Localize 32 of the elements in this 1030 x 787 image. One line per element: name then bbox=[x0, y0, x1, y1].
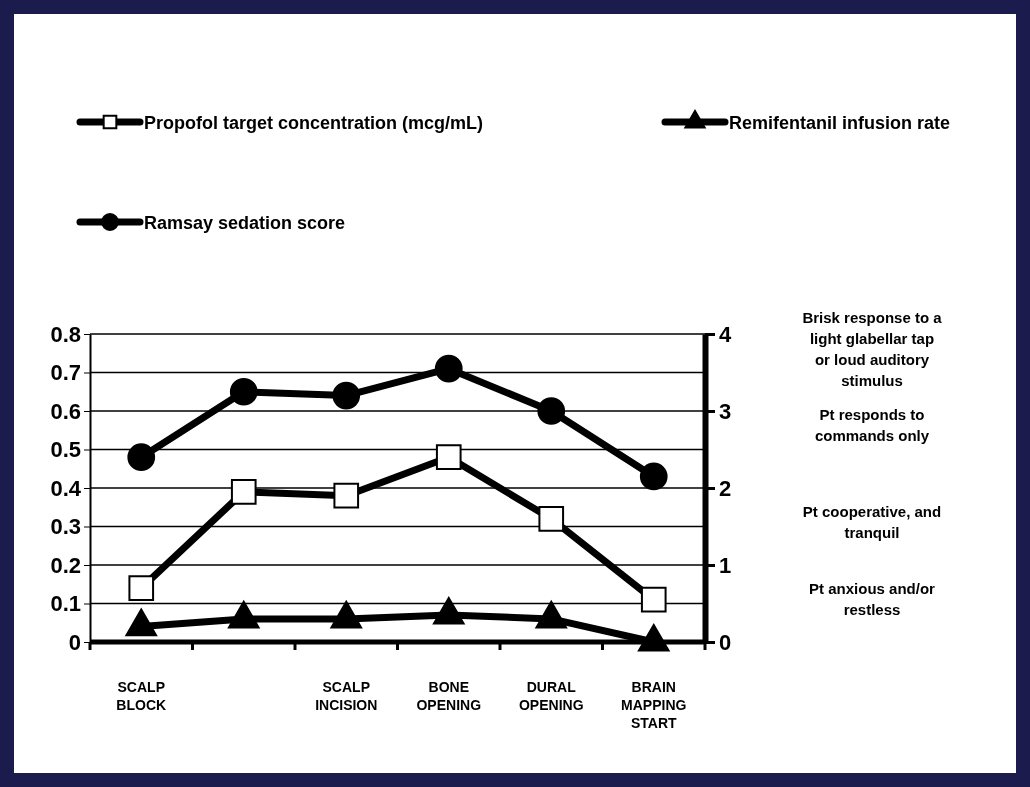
y2-tick-label: 3 bbox=[719, 398, 732, 424]
point bbox=[639, 462, 668, 491]
x-tick-label: SCALP INCISION bbox=[315, 679, 378, 713]
y-tick-label: 0.4 bbox=[50, 475, 82, 501]
y-tick-label: 0.8 bbox=[50, 321, 81, 347]
x-tick-label: SCALP BLOCK bbox=[116, 679, 167, 713]
legend-label: Remifentanil infusion rate bbox=[729, 113, 951, 133]
point bbox=[127, 443, 156, 472]
x-tick-label: BONE OPENING bbox=[416, 679, 482, 713]
x-tick-label: BRAIN MAPPING START bbox=[621, 679, 687, 731]
text: Brisk response to a light glabellar tap or loud auditory stimulus bbox=[802, 309, 943, 390]
y-tick-label: 0.6 bbox=[50, 398, 81, 424]
legend-label: Propofol target concentration (mcg/mL) bbox=[144, 113, 484, 133]
x-tick-label: DURAL OPENING bbox=[518, 679, 584, 713]
point bbox=[332, 381, 361, 410]
y2-tick-label: 0 bbox=[719, 629, 732, 655]
y2-tick-label: 4 bbox=[719, 321, 732, 347]
y2-tick-label: 1 bbox=[719, 552, 732, 578]
y-tick-label: 0.3 bbox=[50, 514, 81, 540]
text: Pt responds to commands only bbox=[814, 406, 930, 445]
point bbox=[537, 397, 566, 425]
y-tick-label: 0.1 bbox=[50, 591, 81, 617]
text: Pt anxious and/or restless bbox=[809, 579, 936, 618]
legend-label: Ramsay sedation score bbox=[144, 213, 346, 233]
point bbox=[229, 377, 258, 406]
y-tick-label: 0.2 bbox=[50, 552, 81, 578]
text: Pt cooperative, and tranquil bbox=[802, 502, 942, 541]
y2-tick-label: 2 bbox=[719, 475, 732, 501]
y-tick-label: 0.7 bbox=[50, 360, 81, 386]
y-tick-label: 0.5 bbox=[50, 437, 81, 463]
y-tick-label: 0 bbox=[68, 629, 81, 655]
point bbox=[434, 354, 463, 383]
